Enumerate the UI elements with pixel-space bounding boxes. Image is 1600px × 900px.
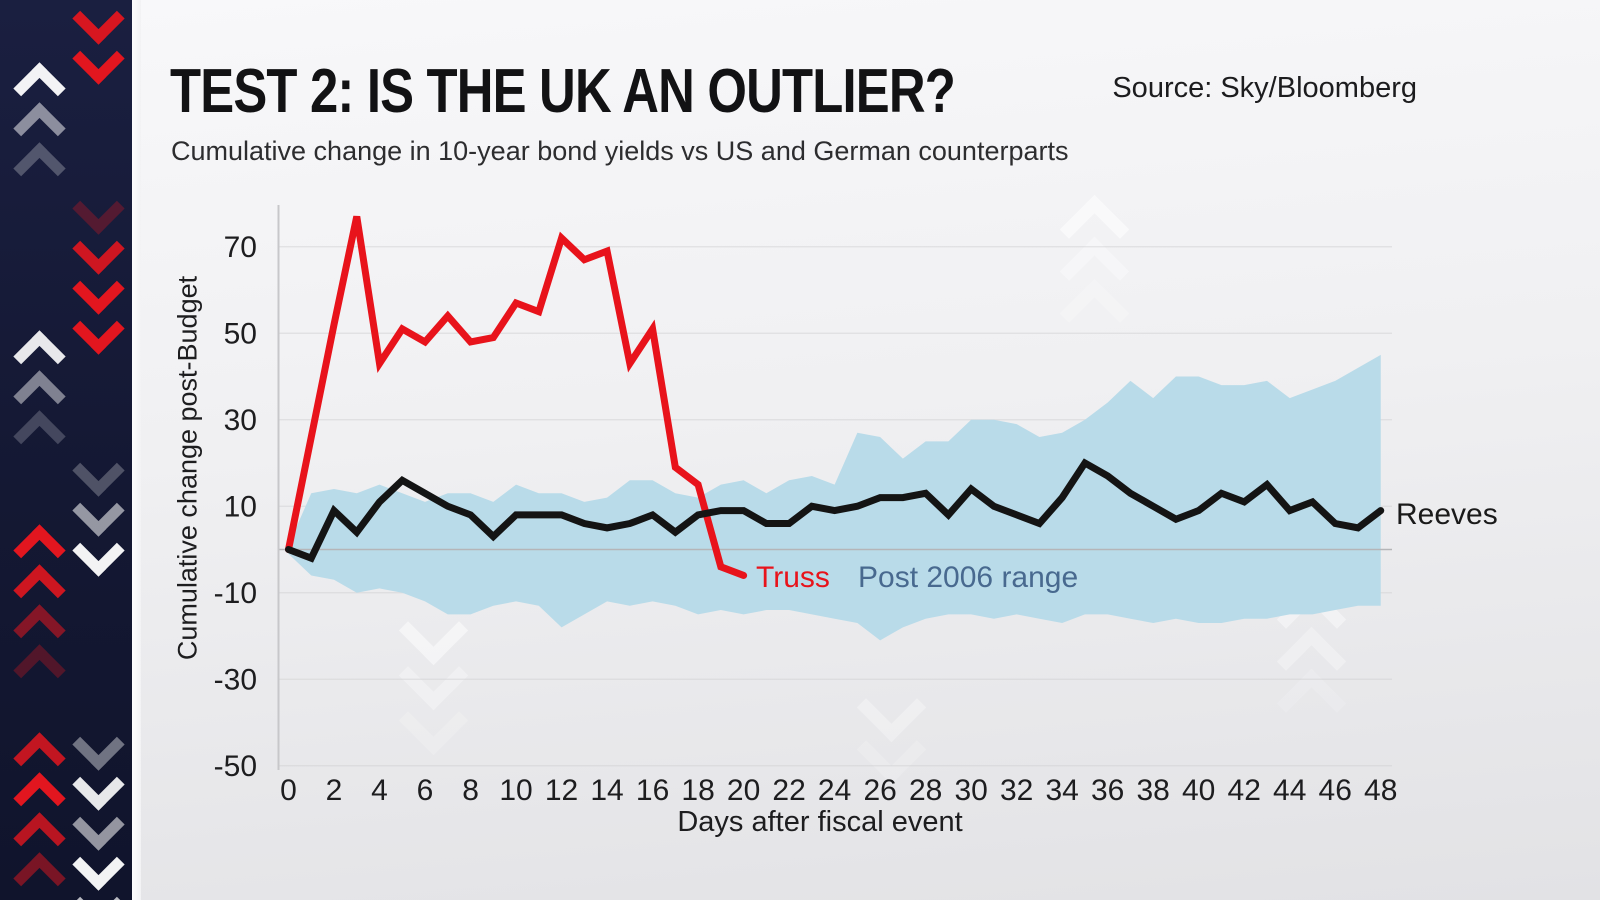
svg-text:34: 34 <box>1045 774 1078 807</box>
x-axis-title: Days after fiscal event <box>677 806 963 838</box>
svg-text:38: 38 <box>1137 774 1170 807</box>
svg-text:12: 12 <box>545 774 578 807</box>
svg-text:30: 30 <box>224 404 257 437</box>
svg-text:46: 46 <box>1319 774 1352 807</box>
chart-subtitle: Cumulative change in 10-year bond yields… <box>171 136 1069 166</box>
svg-text:36: 36 <box>1091 774 1124 807</box>
page-title-text: TEST 2: IS THE UK AN OUTLIER? <box>170 57 956 126</box>
svg-text:8: 8 <box>462 774 479 807</box>
svg-text:14: 14 <box>590 774 623 807</box>
svg-text:26: 26 <box>863 774 896 807</box>
svg-text:6: 6 <box>417 774 434 807</box>
svg-text:10: 10 <box>499 774 532 807</box>
svg-text:22: 22 <box>772 774 805 807</box>
svg-text:70: 70 <box>224 231 257 264</box>
svg-text:50: 50 <box>224 317 257 350</box>
svg-text:-30: -30 <box>214 663 257 696</box>
sidebar-divider <box>132 0 141 900</box>
svg-text:2: 2 <box>326 774 343 807</box>
svg-text:30: 30 <box>954 774 987 807</box>
svg-text:20: 20 <box>727 774 760 807</box>
truss-series-label: Truss <box>756 561 830 594</box>
svg-text:4: 4 <box>371 774 388 807</box>
svg-text:28: 28 <box>909 774 942 807</box>
svg-text:40: 40 <box>1182 774 1215 807</box>
svg-text:-50: -50 <box>214 750 257 783</box>
page-title: TEST 2: IS THE UK AN OUTLIER? <box>170 56 1127 127</box>
svg-text:10: 10 <box>224 490 257 523</box>
svg-text:48: 48 <box>1364 774 1397 807</box>
svg-text:-10: -10 <box>214 577 257 610</box>
band-range-label: Post 2006 range <box>858 561 1079 594</box>
decorative-sidebar <box>0 0 132 900</box>
svg-text:24: 24 <box>818 774 851 807</box>
svg-text:32: 32 <box>1000 774 1033 807</box>
source-credit: Source: Sky/Bloomberg <box>1112 72 1417 104</box>
y-axis-title: Cumulative change post-Budget <box>172 275 203 661</box>
reeves-series-label: Reeves <box>1396 498 1498 531</box>
svg-text:44: 44 <box>1273 774 1306 807</box>
svg-text:42: 42 <box>1228 774 1261 807</box>
svg-text:0: 0 <box>280 774 297 807</box>
svg-text:16: 16 <box>636 774 669 807</box>
svg-text:18: 18 <box>681 774 714 807</box>
